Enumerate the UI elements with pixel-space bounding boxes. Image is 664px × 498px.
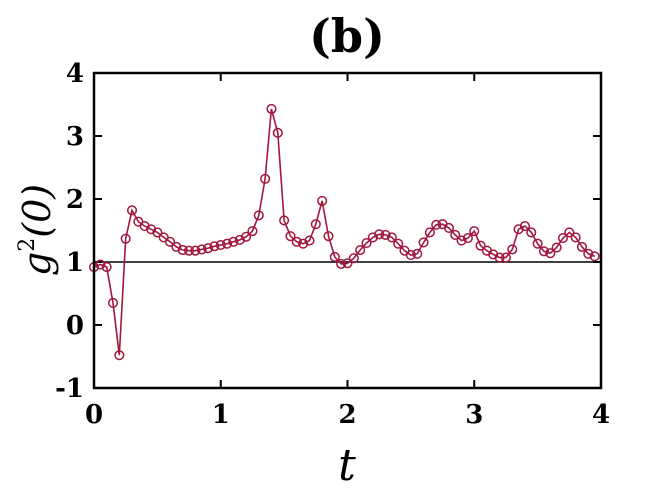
y-tick-label: 4 <box>66 59 84 89</box>
data-point <box>209 241 220 252</box>
data-point <box>266 103 277 114</box>
svg-text:g2(0): g2(0) <box>15 184 59 276</box>
data-point <box>431 219 442 230</box>
data-point <box>177 244 188 256</box>
x-tick-label: 4 <box>592 400 610 430</box>
data-point <box>190 245 201 256</box>
data-point <box>570 232 581 243</box>
data-point <box>165 236 176 247</box>
y-axis-label-argument: (0) <box>15 184 59 238</box>
x-tick-label: 0 <box>85 400 103 430</box>
chart-title: (b) <box>309 9 385 63</box>
data-point <box>589 251 600 262</box>
data-point <box>310 219 321 230</box>
data-point <box>500 252 511 263</box>
data-point <box>228 236 239 247</box>
data-point <box>361 238 372 249</box>
data-point <box>526 227 537 238</box>
data-point <box>348 253 359 264</box>
data-point <box>583 248 594 259</box>
data-point <box>443 222 454 234</box>
data-point <box>576 241 588 252</box>
x-tick-label: 1 <box>212 400 230 430</box>
y-axis-label-base: g <box>15 252 59 276</box>
data-point <box>279 215 290 226</box>
data-point <box>304 235 315 246</box>
data-point <box>222 238 233 249</box>
x-tick-label: 3 <box>465 400 483 430</box>
data-point <box>101 261 112 273</box>
data-point <box>380 229 391 240</box>
data-point <box>336 258 347 269</box>
data-point <box>126 205 138 216</box>
plot-area-frame <box>92 71 603 390</box>
data-point <box>386 232 397 243</box>
data-point <box>95 259 106 270</box>
y-tick-label: 2 <box>66 185 84 215</box>
data-point <box>247 226 258 237</box>
data-point <box>196 244 207 255</box>
data-point <box>241 231 252 242</box>
data-point <box>203 243 214 254</box>
data-point <box>291 236 302 247</box>
data-point <box>215 239 226 251</box>
data-point <box>184 245 195 256</box>
data-point <box>462 233 473 244</box>
data-point <box>557 233 569 244</box>
y-tick-label: -1 <box>55 374 84 404</box>
data-point <box>342 258 353 269</box>
data-point <box>424 227 435 238</box>
data-point <box>564 227 575 238</box>
data-point <box>253 210 264 221</box>
data-point <box>120 233 131 244</box>
data-point <box>114 350 125 361</box>
data-point <box>272 127 283 138</box>
data-point <box>317 195 328 206</box>
data-point <box>260 173 271 184</box>
data-point <box>456 235 467 246</box>
y-tick-label: 0 <box>66 311 84 341</box>
data-point <box>374 229 385 240</box>
data-point <box>329 251 340 263</box>
data-point <box>469 226 480 237</box>
data-point <box>355 244 366 256</box>
y-tick-label: 1 <box>66 248 84 278</box>
y-axis-label: g2(0) <box>15 184 59 276</box>
data-point <box>412 248 423 259</box>
data-point <box>475 240 486 251</box>
data-point <box>538 246 550 257</box>
data-point <box>285 231 296 242</box>
series-line <box>93 108 595 356</box>
x-axis-label: t <box>338 440 356 491</box>
data-point <box>450 229 461 240</box>
data-point <box>152 227 163 238</box>
data-point <box>507 244 518 255</box>
data-point <box>519 221 531 232</box>
data-point <box>545 248 556 259</box>
data-point <box>323 231 334 242</box>
data-point <box>551 242 562 253</box>
x-tick-label: 2 <box>338 400 356 430</box>
y-tick-label: 3 <box>66 122 84 152</box>
data-point <box>393 238 404 249</box>
series-layer <box>88 103 600 361</box>
data-point <box>418 237 429 248</box>
y-axis-label-superscript: 2 <box>15 238 40 252</box>
data-point <box>532 238 543 249</box>
data-point <box>494 252 505 263</box>
data-point <box>107 297 119 309</box>
data-point <box>405 250 416 261</box>
